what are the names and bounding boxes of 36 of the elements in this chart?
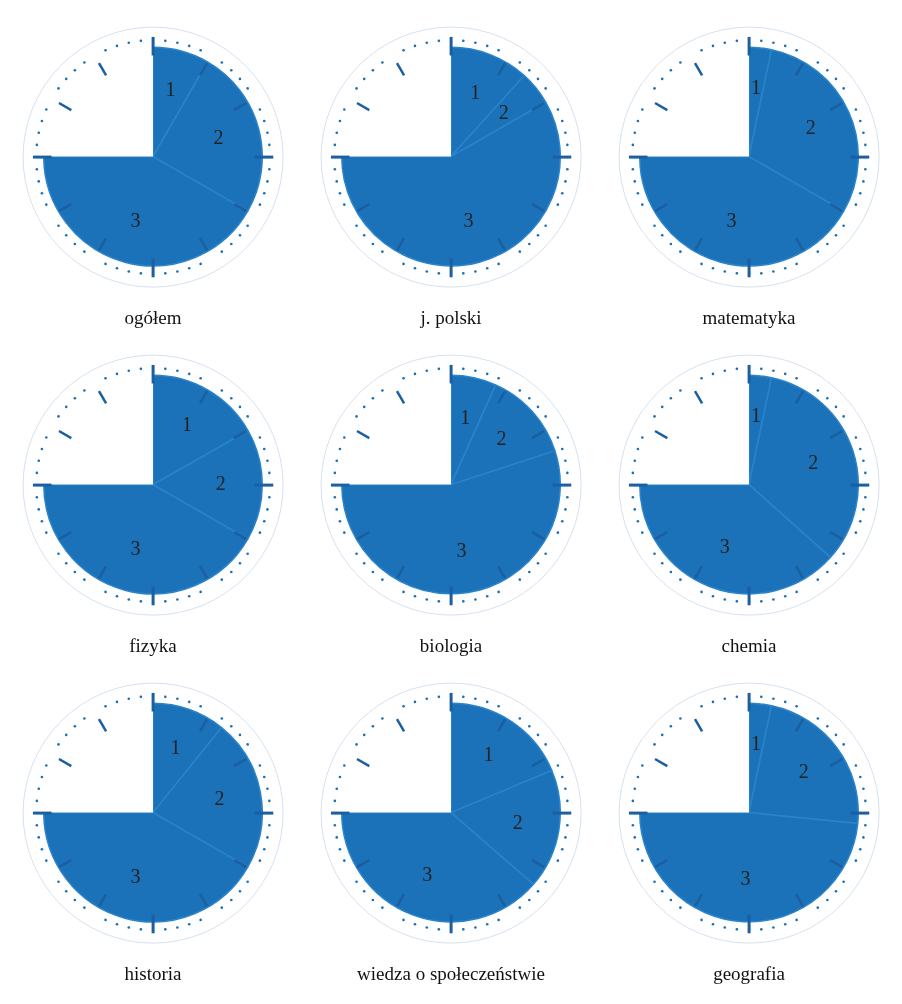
- slice-label: 1: [751, 732, 762, 755]
- text: biologia: [419, 634, 483, 656]
- slice-label: 1: [470, 80, 481, 103]
- slice-label: 3: [740, 867, 751, 890]
- slice-label: 2: [805, 116, 816, 139]
- slice-label: 2: [215, 472, 226, 495]
- text: fizyka: [129, 634, 178, 656]
- slice-label: 3: [463, 209, 474, 232]
- slice-label: 2: [512, 810, 523, 833]
- slice-label: 3: [130, 865, 141, 888]
- text: ogółem: [124, 306, 182, 328]
- text: matematyka: [702, 306, 796, 328]
- text: chemia: [721, 634, 777, 656]
- slice-label: 1: [751, 76, 762, 99]
- slice-label: 2: [798, 759, 809, 782]
- text: wiedza o społeczeństwie: [357, 962, 545, 984]
- slice-label: 3: [422, 863, 433, 886]
- text: historia: [124, 962, 183, 984]
- slice-label: 1: [483, 743, 494, 766]
- slice-label: 3: [726, 209, 737, 232]
- slice-label: 2: [498, 101, 509, 124]
- slice-label: 2: [496, 426, 507, 449]
- slice-label: 2: [808, 450, 819, 473]
- slice-label: 2: [213, 126, 224, 149]
- slice-label: 1: [170, 735, 181, 758]
- text: geografia: [713, 962, 786, 984]
- slice-label: 1: [751, 404, 762, 427]
- slice-label: 2: [214, 787, 225, 810]
- slice-label: 3: [130, 209, 141, 232]
- slice-label: 3: [719, 535, 730, 558]
- slice-label: 3: [130, 537, 141, 560]
- slice-label: 3: [456, 538, 467, 561]
- slice-label: 1: [460, 405, 471, 428]
- slice-label: 1: [165, 78, 176, 101]
- text: j. polski: [419, 306, 482, 328]
- slice-label: 1: [182, 413, 193, 436]
